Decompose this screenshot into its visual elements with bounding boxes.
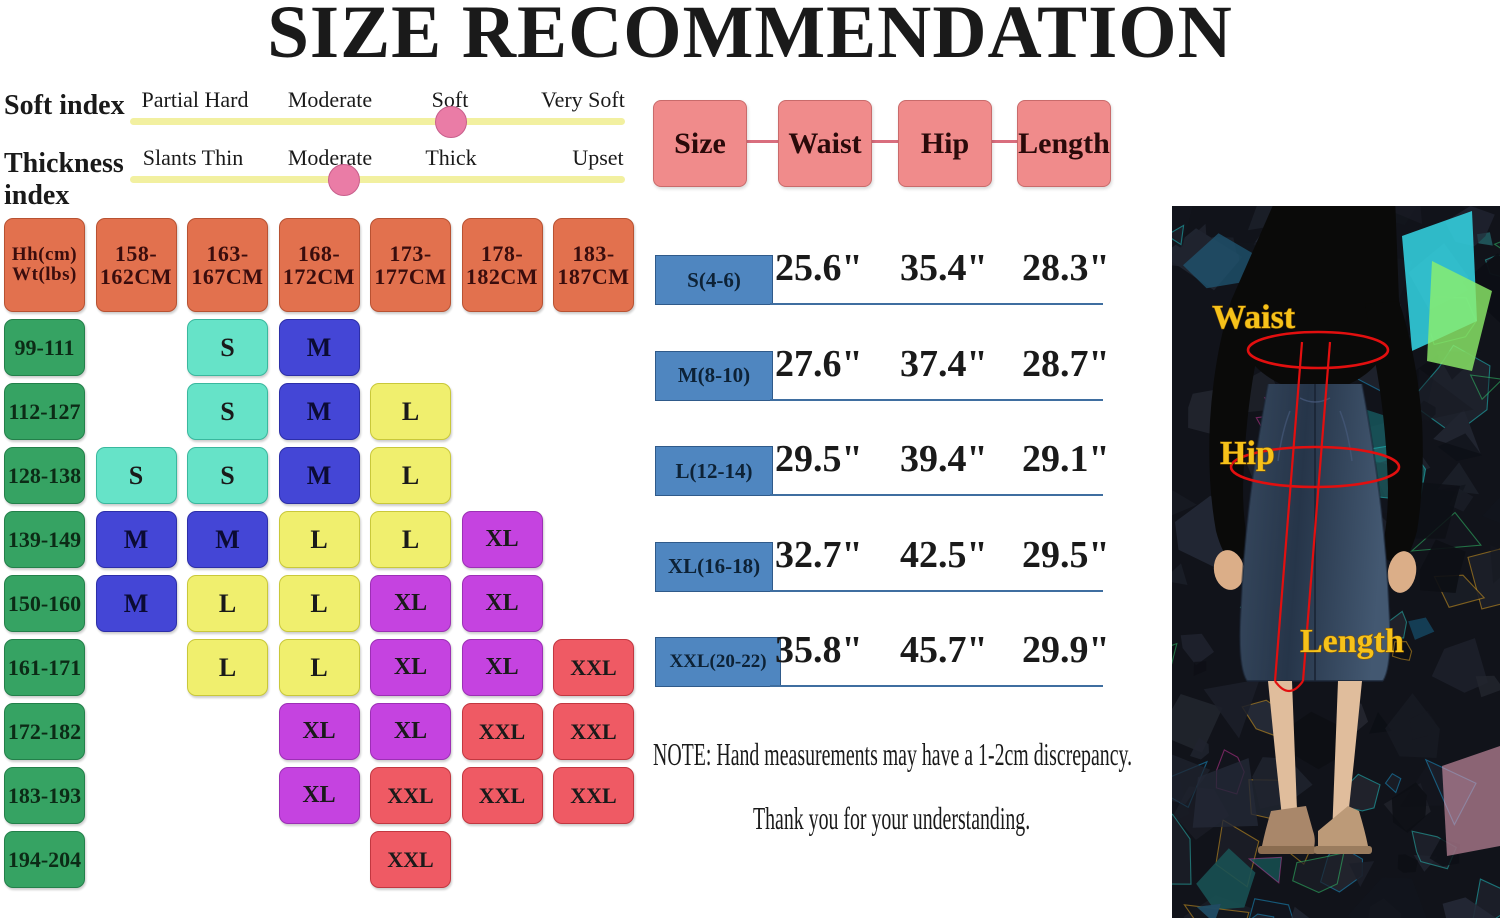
svg-text:Length: Length xyxy=(1300,623,1404,660)
svg-text:Waist: Waist xyxy=(1212,299,1296,336)
svg-text:Hip: Hip xyxy=(1220,435,1275,472)
